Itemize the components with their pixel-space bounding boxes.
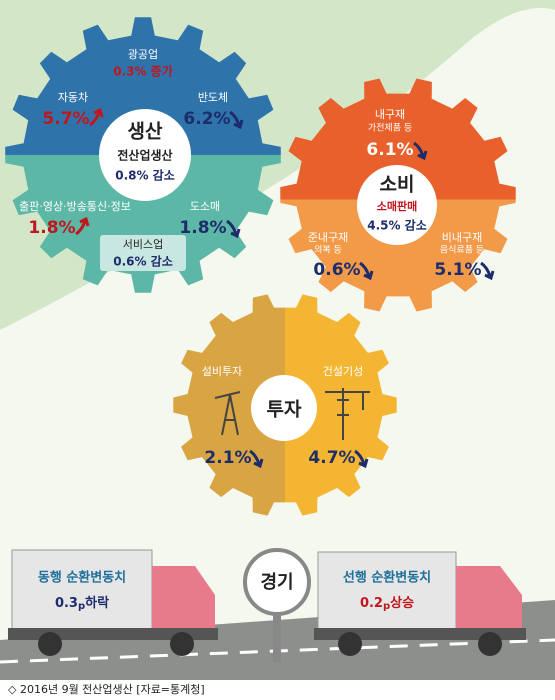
down-arrow <box>413 141 428 161</box>
sign <box>243 548 311 616</box>
crane-icon <box>325 388 370 440</box>
value: 0.3p하락 <box>55 595 109 613</box>
title: 소비 <box>380 174 415 196</box>
wheel <box>170 632 194 656</box>
value: 0.6% <box>313 260 360 280</box>
truck-cab <box>152 566 215 630</box>
value: 0.6% 감소 <box>113 254 173 269</box>
total: 0.8% 감소 <box>115 168 175 183</box>
total: 4.5% 감소 <box>367 218 427 233</box>
label: 자동차 <box>58 91 88 104</box>
truck-cab <box>456 566 522 630</box>
wheel <box>38 632 62 656</box>
down-arrow <box>480 261 495 281</box>
sign-pole <box>273 612 281 662</box>
label: 도소매 <box>190 200 220 213</box>
change: 상승 <box>390 596 414 611</box>
note: 의복 등 <box>314 245 342 256</box>
value: 0.3% 증가 <box>113 64 173 79</box>
number: 0.2 <box>360 596 383 611</box>
number: 0.3 <box>55 596 78 611</box>
change: 하락 <box>85 595 109 611</box>
label: 반도체 <box>198 91 228 104</box>
truck-box <box>11 549 153 631</box>
subtitle: 소매판매 <box>377 199 417 213</box>
center-circle <box>99 109 191 201</box>
note: 가전제품 등 <box>368 123 412 134</box>
truck-chassis <box>314 628 526 640</box>
down-arrow <box>359 261 374 281</box>
label: 건설기성 <box>323 365 363 378</box>
value: 2.1% <box>204 448 251 468</box>
title: 생산 <box>128 121 163 143</box>
title: 경기 <box>260 572 293 593</box>
wheel <box>338 632 362 656</box>
title: 투자 <box>267 399 302 421</box>
up-arrow <box>75 216 90 236</box>
label: 광공업 <box>128 48 158 61</box>
caption: ◇ 2016년 9월 전산업생산 [자료=통계청] <box>8 683 205 696</box>
value: 0.2p상승 <box>360 596 414 613</box>
label: 동행 순환변동치 <box>38 570 126 586</box>
truck-box <box>317 551 457 631</box>
truck-chassis <box>8 628 218 640</box>
value: 6.1% <box>366 140 413 160</box>
down-arrow <box>249 449 264 469</box>
label: 서비스업 <box>123 238 163 251</box>
label: 선행 순환변동치 <box>343 570 431 586</box>
value: 1.8% <box>179 218 226 238</box>
value: 4.7% <box>308 448 355 468</box>
label: 내구재 <box>375 108 405 121</box>
down-arrow <box>354 449 369 469</box>
unit: p <box>78 601 85 612</box>
label: 준내구재 <box>308 231 348 244</box>
label: 비내구재 <box>442 231 482 244</box>
subtitle: 전산업생산 <box>117 148 172 163</box>
note: 음식료품 등 <box>440 245 484 256</box>
rig-icon <box>214 391 241 436</box>
label: 설비투자 <box>202 365 242 378</box>
value: 1.8% <box>28 218 75 238</box>
value: 5.7% <box>42 109 89 129</box>
unit: p <box>383 601 390 612</box>
caption-bar <box>0 680 555 700</box>
label-box <box>100 235 186 271</box>
up-arrow <box>89 107 104 127</box>
down-arrow <box>229 110 244 130</box>
wheel <box>478 632 502 656</box>
center-circle <box>251 375 317 441</box>
value: 5.1% <box>434 260 481 280</box>
down-arrow <box>226 219 241 239</box>
label: 출판·영상·방송통신·정보 <box>19 200 131 213</box>
center-circle <box>357 165 437 245</box>
value: 6.2% <box>183 109 230 129</box>
